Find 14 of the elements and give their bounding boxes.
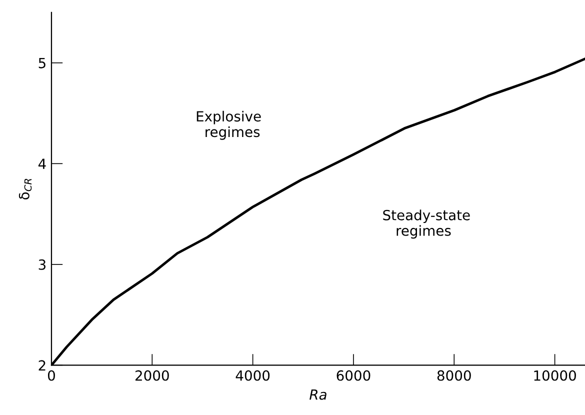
y-tick-label: 2 [38, 360, 46, 370]
x-tick-label: 6000 [336, 370, 370, 381]
y-tick-label: 5 [38, 58, 46, 68]
x-tick-label: 2000 [135, 370, 169, 381]
x-tick-label: 0 [48, 370, 55, 381]
annotation: Explosive regimes [196, 110, 261, 140]
y-tick-label: 3 [38, 259, 46, 270]
y-axis-title: δ$_{CR}$ [18, 178, 32, 200]
y-tick-label: 4 [38, 158, 46, 169]
x-axis-title: Ra [310, 389, 326, 400]
x-tick-label: 10000 [534, 370, 576, 381]
annotation: Steady-state regimes [383, 210, 470, 239]
x-tick-label: 4000 [236, 370, 270, 381]
x-tick-label: 8000 [437, 370, 471, 381]
